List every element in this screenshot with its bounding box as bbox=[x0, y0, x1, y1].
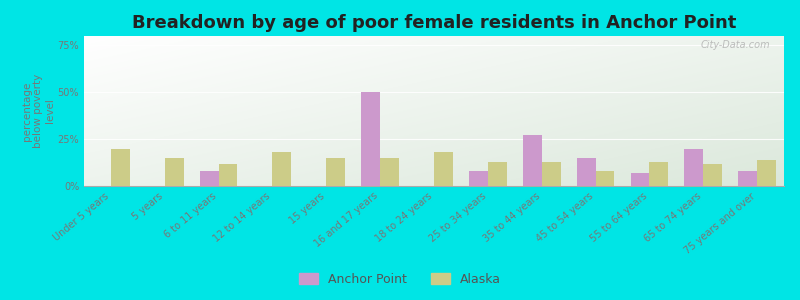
Bar bbox=[326, 158, 345, 186]
Bar bbox=[469, 171, 488, 186]
Bar bbox=[434, 152, 453, 186]
Bar bbox=[577, 158, 595, 186]
Bar bbox=[111, 148, 130, 186]
Bar bbox=[542, 162, 561, 186]
Bar bbox=[218, 164, 238, 186]
Bar bbox=[488, 162, 506, 186]
Bar bbox=[630, 173, 650, 186]
Bar bbox=[650, 162, 668, 186]
Bar bbox=[380, 158, 399, 186]
Bar bbox=[738, 171, 757, 186]
Y-axis label: percentage
below poverty
level: percentage below poverty level bbox=[22, 74, 54, 148]
Bar bbox=[165, 158, 184, 186]
Text: City-Data.com: City-Data.com bbox=[700, 40, 770, 50]
Bar bbox=[757, 160, 776, 186]
Bar bbox=[200, 171, 218, 186]
Legend: Anchor Point, Alaska: Anchor Point, Alaska bbox=[294, 268, 506, 291]
Bar bbox=[684, 148, 703, 186]
Bar bbox=[523, 135, 542, 186]
Bar bbox=[595, 171, 614, 186]
Bar bbox=[273, 152, 291, 186]
Bar bbox=[362, 92, 380, 186]
Bar bbox=[703, 164, 722, 186]
Title: Breakdown by age of poor female residents in Anchor Point: Breakdown by age of poor female resident… bbox=[132, 14, 736, 32]
